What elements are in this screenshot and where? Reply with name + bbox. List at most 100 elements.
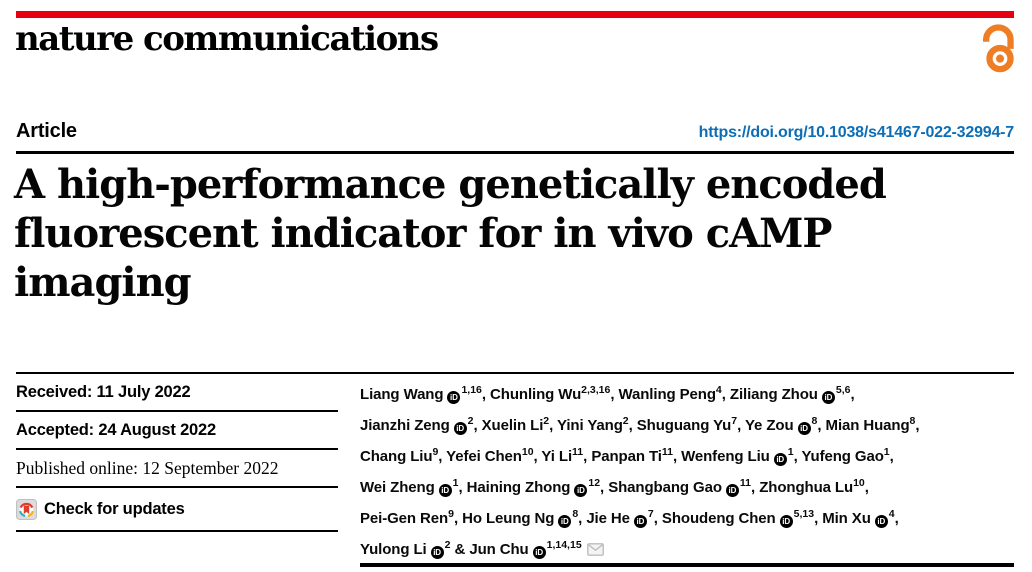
title-line-1: A high-performance genetically encoded: [14, 161, 887, 208]
title-line-2: fluorescent indicator for in vivo cAMP: [14, 210, 832, 257]
article-type-label: Article: [16, 120, 77, 142]
orcid-icon[interactable]: iD: [633, 515, 647, 528]
author: Ho Leung Ng iD8,: [462, 508, 582, 528]
author-separator: ,: [737, 417, 742, 434]
affiliation-superscript: 8: [811, 415, 818, 427]
author: Shangbang Gao iD11,: [608, 477, 756, 497]
affiliation-superscript: 2: [444, 539, 451, 551]
author: Jianzhi Zeng iD2,: [360, 415, 478, 435]
orcid-icon[interactable]: iD: [532, 546, 546, 559]
orcid-icon[interactable]: iD: [574, 484, 588, 497]
article-header-row: Article https://doi.org/10.1038/s41467-0…: [16, 120, 1014, 143]
author-separator: ,: [628, 417, 633, 434]
author-list: Liang Wang iD1,16, Chunling Wu2,3,16, Wan…: [360, 377, 1028, 563]
affiliation-superscript: 1: [883, 446, 890, 458]
author-name: Min Xu: [822, 510, 871, 527]
orcid-icon[interactable]: iD: [453, 422, 467, 435]
author-name: Wenfeng Liu: [681, 448, 770, 465]
orcid-icon[interactable]: iD: [779, 515, 793, 528]
author-name: Yulong Li: [360, 541, 427, 558]
affiliation-superscript: 4: [715, 384, 722, 396]
author-separator: ,: [583, 448, 588, 465]
author-separator: ,: [751, 479, 756, 496]
affiliation-superscript: 7: [731, 415, 738, 427]
author-separator: ,: [600, 479, 605, 496]
journal-wordmark: nature communications: [15, 19, 439, 59]
affiliation-superscript: 5,13: [793, 508, 815, 520]
author: Min Xu iD4,: [822, 508, 899, 528]
orcid-icon[interactable]: iD: [874, 515, 888, 528]
author: Jie He iD7,: [586, 508, 658, 528]
orcid-icon[interactable]: iD: [797, 422, 811, 435]
accepted-date: Accepted: 24 August 2022: [16, 412, 338, 450]
affiliation-superscript: 1: [452, 477, 459, 489]
author: Ye Zou iD8,: [744, 415, 822, 435]
author-separator: ,: [721, 386, 726, 403]
author-name: Liang Wang: [360, 386, 444, 403]
article-metadata-panel: Received: 11 July 2022 Accepted: 24 Augu…: [15, 374, 338, 532]
author-separator: ,: [915, 417, 920, 434]
author-separator: ,: [481, 386, 486, 403]
author-name: Xuelin Li: [481, 417, 544, 434]
author-separator: &: [450, 541, 466, 558]
author-separator: ,: [817, 417, 822, 434]
author-separator: ,: [549, 417, 554, 434]
orcid-icon[interactable]: iD: [447, 391, 461, 404]
author-name: Wei Zheng: [360, 479, 435, 496]
author-name: Jun Chu: [469, 541, 529, 558]
author-name: Chang Liu: [360, 448, 433, 465]
masthead-red-bar: [16, 11, 1014, 18]
received-date: Received: 11 July 2022: [16, 374, 338, 412]
article-title: A high-performance genetically encoded f…: [14, 160, 887, 307]
author: Yefei Chen10,: [446, 446, 538, 465]
affiliation-superscript: 1,14,15: [546, 539, 582, 551]
envelope-icon[interactable]: [586, 543, 604, 556]
author-name: Zhonghua Lu: [759, 479, 854, 496]
affiliation-superscript: 12: [588, 477, 601, 489]
author: Liang Wang iD1,16,: [360, 384, 486, 404]
author: Ziliang Zhou iD5,6,: [729, 384, 855, 404]
author: Shuguang Yu7,: [636, 415, 742, 434]
author-separator: ,: [438, 448, 443, 465]
orcid-icon[interactable]: iD: [430, 546, 444, 559]
doi-link[interactable]: https://doi.org/10.1038/s41467-022-32994…: [698, 124, 1015, 141]
author-name: Shuguang Yu: [636, 417, 732, 434]
orcid-icon[interactable]: iD: [773, 453, 787, 466]
affiliation-superscript: 11: [572, 446, 584, 458]
author: Wenfeng Liu iD1,: [681, 446, 798, 466]
author-separator: ,: [864, 479, 869, 496]
metadata-top-divider: [16, 372, 1014, 374]
author-name: Pei-Gen Ren: [360, 510, 449, 527]
author: Yufeng Gao1,: [801, 446, 894, 465]
affiliation-superscript: 9: [432, 446, 439, 458]
orcid-icon[interactable]: iD: [438, 484, 452, 497]
affiliation-superscript: 2: [622, 415, 629, 427]
author-name: Ye Zou: [744, 417, 794, 434]
author-name: Yi Li: [541, 448, 573, 465]
affiliation-superscript: 11: [661, 446, 673, 458]
author-name: Yufeng Gao: [801, 448, 884, 465]
author-separator: ,: [889, 448, 894, 465]
author-separator: ,: [850, 386, 855, 403]
author: Yulong Li iD2 &: [360, 539, 466, 559]
author: Shoudeng Chen iD5,13,: [661, 508, 818, 528]
affiliation-superscript: 10: [521, 446, 534, 458]
author: Chunling Wu2,3,16,: [490, 384, 614, 403]
author: Wei Zheng iD1,: [360, 477, 463, 497]
author-name: Ziliang Zhou: [729, 386, 818, 403]
author-name: Shoudeng Chen: [661, 510, 776, 527]
author-name: Yini Yang: [556, 417, 623, 434]
author-name: Panpan Ti: [591, 448, 662, 465]
title-line-3: imaging: [14, 259, 192, 306]
author: Chang Liu9,: [360, 446, 443, 465]
author: Yi Li11,: [541, 446, 588, 465]
orcid-icon[interactable]: iD: [558, 515, 572, 528]
orcid-icon[interactable]: iD: [821, 391, 835, 404]
orcid-icon[interactable]: iD: [725, 484, 739, 497]
author-separator: ,: [894, 510, 899, 527]
check-for-updates-button[interactable]: Check for updates: [15, 488, 338, 532]
author: Panpan Ti11,: [591, 446, 677, 465]
author-name: Shangbang Gao: [608, 479, 722, 496]
published-online-date: Published online: 12 September 2022: [16, 450, 338, 488]
